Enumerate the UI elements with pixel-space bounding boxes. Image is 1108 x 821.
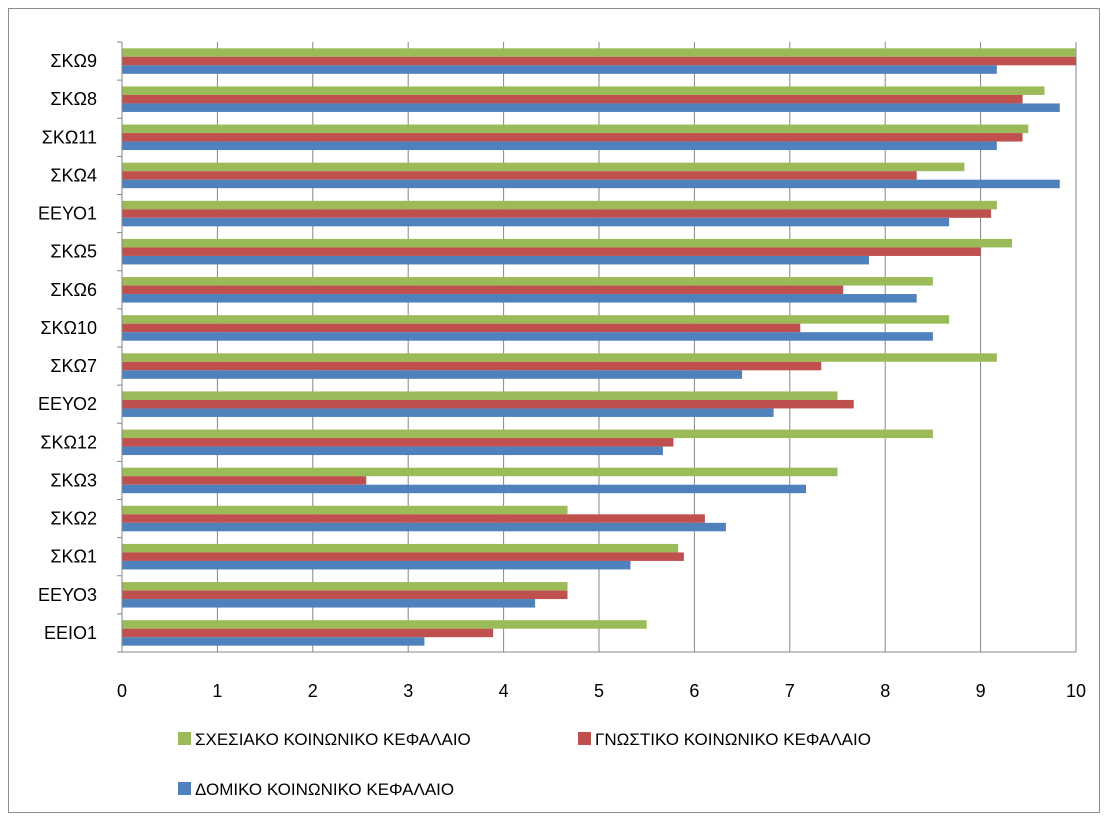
bar bbox=[122, 429, 933, 439]
bar bbox=[122, 141, 997, 151]
y-category-label: ΕΕΙΟ1 bbox=[44, 623, 97, 643]
bar bbox=[122, 48, 1076, 57]
bar bbox=[122, 56, 1076, 66]
y-category-label: ΣΚΩ7 bbox=[50, 356, 97, 376]
bar bbox=[122, 582, 568, 591]
bar bbox=[122, 162, 965, 172]
bar bbox=[122, 476, 367, 485]
bar bbox=[122, 124, 1029, 134]
bar bbox=[122, 399, 854, 409]
bar bbox=[122, 590, 568, 600]
bar bbox=[122, 543, 679, 553]
y-category-label: ΣΚΩ10 bbox=[40, 318, 97, 338]
x-tick-label: 8 bbox=[880, 681, 890, 701]
y-category-label: ΣΚΩ8 bbox=[50, 89, 97, 109]
bar bbox=[122, 522, 726, 532]
bar bbox=[122, 391, 838, 400]
bar bbox=[122, 294, 917, 303]
x-tick-label: 0 bbox=[117, 681, 127, 701]
y-category-label: ΕΕΥΟ2 bbox=[38, 394, 97, 414]
bar bbox=[122, 620, 647, 629]
bar bbox=[122, 484, 807, 494]
bar bbox=[122, 94, 1023, 104]
bar bbox=[122, 277, 933, 286]
bar bbox=[122, 560, 631, 570]
y-category-label: ΣΚΩ5 bbox=[50, 242, 97, 262]
y-category-label: ΣΚΩ6 bbox=[50, 280, 97, 300]
bar bbox=[122, 179, 1060, 189]
x-tick-label: 6 bbox=[689, 681, 699, 701]
y-category-label: ΣΚΩ4 bbox=[50, 165, 97, 185]
bar bbox=[122, 552, 684, 561]
bar bbox=[122, 133, 1023, 142]
bar bbox=[122, 86, 1045, 95]
bar bbox=[122, 332, 933, 341]
bar bbox=[122, 361, 822, 371]
x-tick-label: 4 bbox=[499, 681, 509, 701]
y-category-label: ΣΚΩ11 bbox=[42, 127, 97, 147]
y-category-label: ΣΚΩ2 bbox=[50, 509, 97, 529]
y-category-label: ΣΚΩ12 bbox=[40, 432, 97, 452]
bar bbox=[122, 446, 663, 456]
legend-label: ΣΧΕΣΙΑΚΟ ΚΟΙΝΩΝΙΚΟ ΚΕΦΑΛΑΙΟ bbox=[195, 730, 471, 749]
x-tick-label: 7 bbox=[785, 681, 795, 701]
bar bbox=[122, 408, 774, 417]
legend-swatch bbox=[578, 732, 591, 745]
bar bbox=[122, 628, 494, 638]
bar bbox=[122, 637, 425, 646]
bar bbox=[122, 65, 997, 74]
bar bbox=[122, 323, 801, 333]
bar bbox=[122, 200, 997, 210]
x-tick-label: 9 bbox=[976, 681, 986, 701]
y-category-label: ΕΕΥΟ1 bbox=[38, 204, 97, 224]
bar bbox=[122, 238, 1013, 248]
bar bbox=[122, 514, 705, 523]
x-tick-label: 3 bbox=[403, 681, 413, 701]
legend-swatch bbox=[178, 732, 191, 745]
bar bbox=[122, 353, 997, 362]
y-category-label: ΣΚΩ3 bbox=[50, 470, 97, 490]
bar bbox=[122, 217, 950, 227]
bar bbox=[122, 315, 950, 324]
bar bbox=[122, 505, 568, 515]
bar bbox=[122, 285, 844, 295]
y-category-label: ΕΕΥΟ3 bbox=[38, 585, 97, 605]
y-category-label: ΣΚΩ9 bbox=[50, 51, 97, 71]
axes: 0 1 2 3 4 5 6 7 8 9 10 ΣΚΩ9 ΣΚΩ8 ΣΚΩ11 ΣΚΩ4 ΕΕΥΟ1 ΣΚΩ5 ΣΚ… bbox=[38, 41, 1086, 701]
bar bbox=[122, 370, 743, 379]
bar bbox=[122, 171, 917, 180]
bar bbox=[122, 599, 536, 608]
x-tick-label: 2 bbox=[308, 681, 318, 701]
x-tick-label: 10 bbox=[1066, 681, 1086, 701]
x-tick-label: 1 bbox=[212, 681, 222, 701]
legend: ΣΧΕΣΙΑΚΟ ΚΟΙΝΩΝΙΚΟ ΚΕΦΑΛΑΙΟ ΓΝΩΣΤΙΚΟ ΚΟΙΝ… bbox=[178, 730, 871, 799]
y-category-label: ΣΚΩ1 bbox=[50, 547, 97, 567]
bars bbox=[122, 48, 1076, 646]
bar bbox=[122, 467, 838, 477]
legend-swatch bbox=[178, 782, 191, 795]
legend-label: ΓΝΩΣΤΙΚΟ ΚΟΙΝΩΝΙΚΟ ΚΕΦΑΛΑΙΟ bbox=[595, 730, 871, 749]
bar bbox=[122, 209, 992, 218]
bar bbox=[122, 255, 869, 265]
legend-label: ΔΟΜΙΚΟ ΚΟΙΝΩΝΙΚΟ ΚΕΦΑΛΑΙΟ bbox=[195, 780, 454, 799]
bar bbox=[122, 247, 981, 256]
x-tick-label: 5 bbox=[594, 681, 604, 701]
bar bbox=[122, 103, 1060, 112]
bar bbox=[122, 438, 674, 447]
